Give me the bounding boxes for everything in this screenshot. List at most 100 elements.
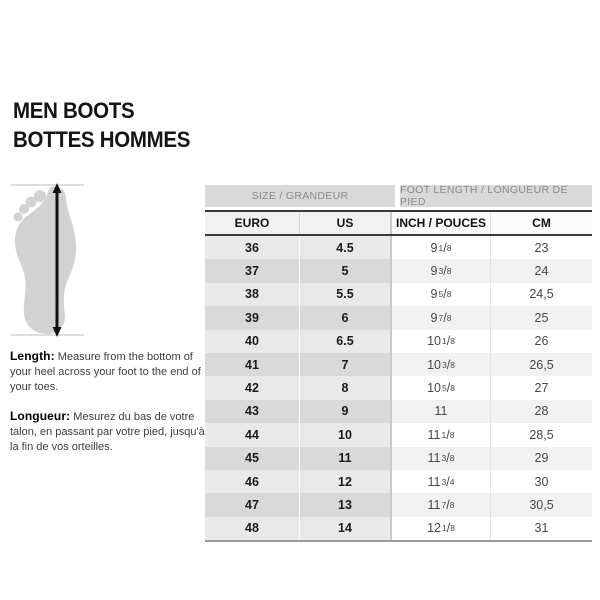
table-row: 46 12 11 3/4 30: [205, 469, 592, 494]
longueur-text: Mesurez du bas de votre talon, en passan…: [10, 411, 205, 453]
cell-inch: 11 3/4: [392, 469, 491, 494]
table-row: 38 5.5 9 5/8 24,5: [205, 282, 592, 307]
cell-us: 13: [300, 493, 390, 517]
cell-cm: 27: [491, 376, 592, 400]
cell-cm: 31: [491, 516, 592, 541]
table-row: 41 7 10 3/8 26,5: [205, 352, 592, 377]
cell-cm: 30: [491, 469, 592, 494]
section-divider: [390, 282, 392, 307]
length-instruction: Length: Measure from the bottom of your …: [10, 349, 208, 395]
cell-inch: 10 3/8: [392, 352, 491, 377]
cell-euro: 39: [205, 306, 300, 330]
cell-us: 10: [300, 423, 390, 447]
column-header-row: EURO US INCH / POUCES CM: [205, 210, 592, 236]
cell-cm: 28,5: [491, 423, 592, 447]
measure-instructions: Length: Measure from the bottom of your …: [10, 349, 208, 469]
table-row: 37 5 9 3/8 24: [205, 259, 592, 283]
cell-inch: 9 3/8: [392, 259, 491, 283]
cell-us: 6.5: [300, 329, 390, 353]
section-divider: [390, 329, 392, 353]
cell-euro: 42: [205, 376, 300, 400]
cell-inch: 10 5/8: [392, 376, 491, 400]
cell-cm: 26: [491, 329, 592, 353]
table-row: 45 11 11 3/8 29: [205, 446, 592, 470]
table-row: 43 9 11 28: [205, 399, 592, 424]
col-header-inch: INCH / POUCES: [392, 212, 491, 234]
cell-us: 7: [300, 352, 390, 377]
cell-cm: 28: [491, 399, 592, 424]
cell-us: 9: [300, 399, 390, 424]
length-text: Measure from the bottom of your heel acr…: [10, 351, 201, 393]
cell-inch: 12 1/8: [392, 516, 491, 541]
group-header-row: SIZE / GRANDEUR FOOT LENGTH / LONGUEUR D…: [205, 184, 592, 208]
group-header-foot-length: FOOT LENGTH / LONGUEUR DE PIED: [400, 184, 592, 208]
longueur-instruction: Longueur: Mesurez du bas de votre talon,…: [10, 409, 208, 455]
table-row: 44 10 11 1/8 28,5: [205, 423, 592, 447]
cell-euro: 40: [205, 329, 300, 353]
cell-euro: 38: [205, 282, 300, 307]
cell-euro: 36: [205, 236, 300, 260]
section-divider: [390, 259, 392, 283]
section-divider: [390, 376, 392, 400]
cell-us: 6: [300, 306, 390, 330]
table-row: 42 8 10 5/8 27: [205, 376, 592, 400]
section-divider: [390, 306, 392, 330]
cell-euro: 41: [205, 352, 300, 377]
cell-us: 14: [300, 516, 390, 541]
cell-inch: 10 1/8: [392, 329, 491, 353]
cell-us: 5: [300, 259, 390, 283]
section-divider: [390, 446, 392, 470]
section-divider: [390, 516, 392, 541]
cell-us: 8: [300, 376, 390, 400]
table-row: 36 4.5 9 1/8 23: [205, 236, 592, 260]
cell-inch: 9 5/8: [392, 282, 491, 307]
cell-euro: 45: [205, 446, 300, 470]
cell-us: 11: [300, 446, 390, 470]
cell-inch: 9 1/8: [392, 236, 491, 260]
group-header-size: SIZE / GRANDEUR: [205, 185, 395, 207]
cell-inch: 9 7/8: [392, 306, 491, 330]
table-row: 39 6 9 7/8 25: [205, 306, 592, 330]
cell-euro: 48: [205, 516, 300, 541]
size-table: SIZE / GRANDEUR FOOT LENGTH / LONGUEUR D…: [205, 184, 592, 543]
col-header-us: US: [300, 212, 390, 234]
table-row: 47 13 11 7/8 30,5: [205, 493, 592, 517]
section-divider: [390, 469, 392, 494]
cell-cm: 25: [491, 306, 592, 330]
col-header-euro: EURO: [205, 212, 300, 234]
col-header-cm: CM: [491, 212, 592, 234]
cell-cm: 23: [491, 236, 592, 260]
table-row: 48 14 12 1/8 31: [205, 516, 592, 541]
cell-cm: 26,5: [491, 352, 592, 377]
length-label: Length:: [10, 349, 55, 363]
cell-euro: 47: [205, 493, 300, 517]
cell-inch: 11: [392, 399, 491, 424]
page-title: MEN BOOTS BOTTES HOMMES: [13, 96, 190, 154]
section-divider: [390, 352, 392, 377]
longueur-label: Longueur:: [10, 409, 71, 423]
cell-us: 12: [300, 469, 390, 494]
section-divider: [390, 236, 392, 260]
section-divider: [390, 423, 392, 447]
table-body: 36 4.5 9 1/8 23 37 5 9 3/8 24 38 5.5 9 5/8 24,5 39 6 9…: [205, 236, 592, 543]
cell-euro: 43: [205, 399, 300, 424]
cell-cm: 29: [491, 446, 592, 470]
foot-measure-icon: [8, 181, 98, 341]
section-divider: [390, 212, 392, 234]
cell-euro: 46: [205, 469, 300, 494]
cell-us: 4.5: [300, 236, 390, 260]
cell-inch: 11 1/8: [392, 423, 491, 447]
cell-inch: 11 7/8: [392, 493, 491, 517]
cell-cm: 24: [491, 259, 592, 283]
section-divider: [390, 399, 392, 424]
table-row: 40 6.5 10 1/8 26: [205, 329, 592, 353]
page-title-line1: MEN BOOTS: [13, 98, 135, 123]
page-title-line2: BOTTES HOMMES: [13, 127, 191, 152]
cell-cm: 24,5: [491, 282, 592, 307]
cell-cm: 30,5: [491, 493, 592, 517]
section-divider: [390, 493, 392, 517]
cell-euro: 44: [205, 423, 300, 447]
cell-euro: 37: [205, 259, 300, 283]
cell-us: 5.5: [300, 282, 390, 307]
